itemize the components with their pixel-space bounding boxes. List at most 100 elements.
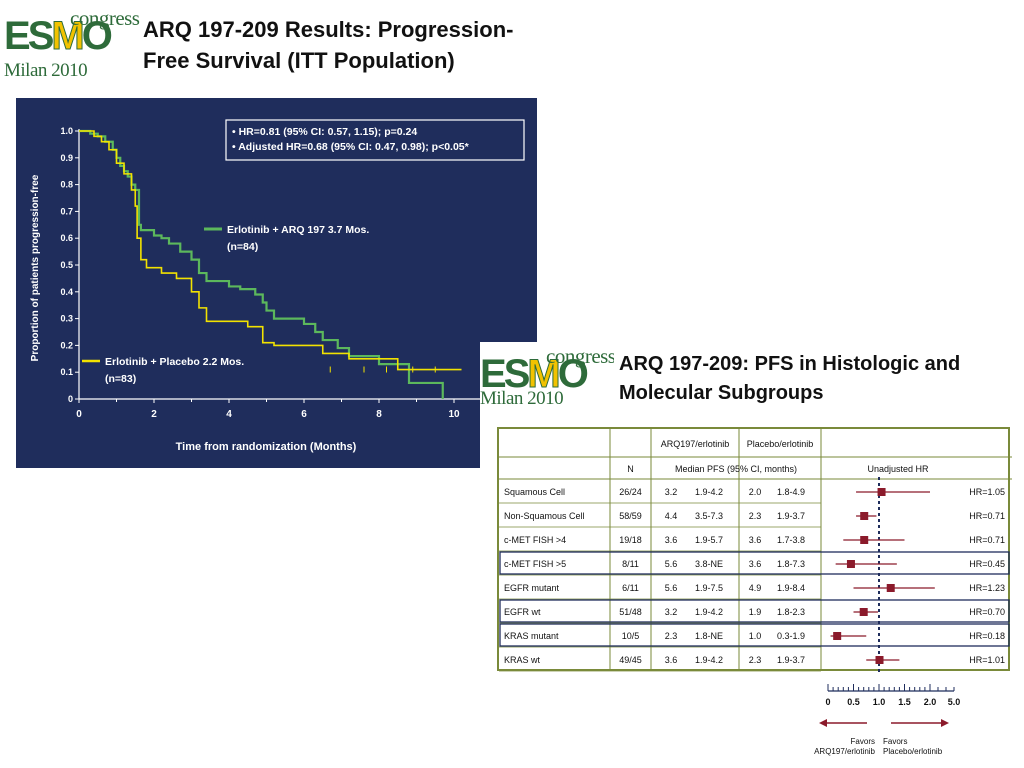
row-placebo-ci: 1.9-3.7 (777, 655, 805, 665)
y-tick-label: 0.3 (60, 314, 73, 324)
forest-axis: 0 0.5 1.0 1.5 2.0 5.0FavorsARQ197/erlotinibFa… (814, 684, 961, 756)
col-header-n: N (627, 464, 634, 474)
hr-axis-tick-label: 0.5 (847, 697, 860, 707)
row-label: Squamous Cell (504, 487, 565, 497)
row-hr-value: HR=1.05 (969, 487, 1005, 497)
slide2-title-bg (614, 342, 1024, 418)
favors-left-line2: ARQ197/erlotinib (814, 747, 875, 756)
row-hr-value: HR=0.71 (969, 535, 1005, 545)
hr-marker (875, 656, 884, 664)
row-hr-value: HR=1.01 (969, 655, 1005, 665)
favors-left-line1: Favors (851, 737, 875, 746)
row-arq-median: 4.4 (665, 511, 678, 521)
y-tick-label: 0.4 (60, 287, 73, 297)
favors-left-arrowhead (819, 719, 827, 727)
hr-marker (877, 488, 886, 496)
esmo-logo-city: Milan 2010 (4, 60, 88, 81)
col-header-median: Median PFS (95% CI, months) (675, 464, 797, 474)
row-placebo-median: 2.0 (749, 487, 762, 497)
row-n: 19/18 (619, 535, 642, 545)
row-arq-ci: 3.5-7.3 (695, 511, 723, 521)
hr-box-line: • HR=0.81 (95% CI: 0.57, 1.15); p=0.24 (232, 126, 417, 138)
esmo-logo-word: ESMO (4, 14, 113, 58)
row-label: Non-Squamous Cell (504, 511, 585, 521)
x-axis-title: Time from randomization (Months) (176, 441, 357, 453)
hr-box (225, 119, 525, 161)
row-placebo-median: 2.3 (749, 511, 762, 521)
row-arq-ci: 3.8-NE (695, 559, 723, 569)
row-arq-ci: 1.9-4.2 (695, 487, 723, 497)
row-hr-value: HR=0.70 (969, 607, 1005, 617)
esmo-logo: ESMO congress Milan 2010 (4, 6, 140, 84)
row-highlight-box (499, 623, 1010, 647)
group-header-arq197: ARQ197/erlotinib (661, 439, 730, 449)
row-hr-value: HR=0.18 (969, 631, 1005, 641)
row-hr-value: HR=1.23 (969, 583, 1005, 593)
col-header-hr: Unadjusted HR (867, 464, 929, 474)
row-placebo-median: 3.6 (749, 559, 762, 569)
row-arq-median: 3.6 (665, 655, 678, 665)
row-label: EGFR wt (504, 607, 541, 617)
y-tick-label: 1.0 (60, 126, 73, 136)
row-arq-median: 3.2 (665, 607, 678, 617)
x-tick-label: 6 (301, 409, 307, 420)
row-label: c-MET FISH >5 (504, 559, 566, 569)
y-tick-label: 0.9 (60, 153, 73, 163)
row-placebo-ci: 1.8-4.9 (777, 487, 805, 497)
row-highlight-box (499, 551, 1010, 575)
row-placebo-median: 1.9 (749, 607, 762, 617)
y-tick-label: 0.5 (60, 260, 73, 270)
slide1-title: ARQ 197-209 Results: Progression- Free S… (143, 14, 513, 76)
row-placebo-ci: 1.7-3.8 (777, 535, 805, 545)
slide2-title-line1: ARQ 197-209: PFS in Histologic and (619, 353, 961, 375)
x-tick-label: 0 (76, 409, 82, 420)
esmo-logo-congress: congress (70, 6, 140, 30)
forest-table: ARQ197/erlotinib Placebo/erlotinib N Median… (497, 427, 1012, 673)
hr-axis-tick-label: 5.0 (948, 697, 961, 707)
row-n: 49/45 (619, 655, 642, 665)
row-label: KRAS mutant (504, 631, 559, 641)
x-tick-label: 8 (376, 409, 382, 420)
x-tick-label: 10 (448, 409, 460, 420)
row-arq-median: 5.6 (665, 583, 678, 593)
row-highlight-box (499, 599, 1010, 623)
row-arq-ci: 1.9-7.5 (695, 583, 723, 593)
row-arq-ci: 1.9-5.7 (695, 535, 723, 545)
row-n: 6/11 (622, 583, 639, 593)
row-placebo-ci: 0.3-1.9 (777, 631, 805, 641)
hr-marker (846, 560, 855, 568)
row-hr-value: HR=0.45 (969, 559, 1005, 569)
row-arq-median: 3.2 (665, 487, 678, 497)
row-placebo-median: 1.0 (749, 631, 762, 641)
hr-axis-tick-label: 1.0 (873, 697, 886, 707)
row-placebo-ci: 1.8-7.3 (777, 559, 805, 569)
row-placebo-median: 2.3 (749, 655, 762, 665)
series-line-arq197 (79, 129, 444, 399)
row-hr-value: HR=0.71 (969, 511, 1005, 521)
slide1-title-line1: ARQ 197-209 Results: Progression- (143, 17, 514, 42)
row-label: c-MET FISH >4 (504, 535, 566, 545)
row-arq-median: 2.3 (665, 631, 678, 641)
esmo-logo-2: ESMO congress Milan 2010 (480, 342, 616, 418)
y-tick-label: 0.6 (60, 233, 73, 243)
legend-n-placebo: (n=83) (105, 373, 136, 385)
favors-right-line1: Favors (883, 737, 907, 746)
hr-marker (859, 608, 868, 616)
row-n: 51/48 (619, 607, 642, 617)
favors-right-arrowhead (941, 719, 949, 727)
legend-label-placebo: Erlotinib + Placebo 2.2 Mos. (105, 356, 244, 368)
hr-marker (833, 632, 842, 640)
x-tick-label: 2 (151, 409, 157, 420)
row-n: 58/59 (619, 511, 642, 521)
row-placebo-ci: 1.9-3.7 (777, 511, 805, 521)
row-arq-median: 5.6 (665, 559, 678, 569)
row-arq-ci: 1.9-4.2 (695, 655, 723, 665)
group-header-placebo: Placebo/erlotinib (747, 439, 814, 449)
row-n: 26/24 (619, 487, 642, 497)
hr-marker (860, 536, 869, 544)
legend-n-arq197: (n=84) (227, 241, 258, 253)
hr-box-line: • Adjusted HR=0.68 (95% CI: 0.47, 0.98);… (232, 141, 470, 153)
row-arq-ci: 1.9-4.2 (695, 607, 723, 617)
legend-label-arq197: Erlotinib + ARQ 197 3.7 Mos. (227, 224, 369, 236)
row-label: KRAS wt (504, 655, 541, 665)
